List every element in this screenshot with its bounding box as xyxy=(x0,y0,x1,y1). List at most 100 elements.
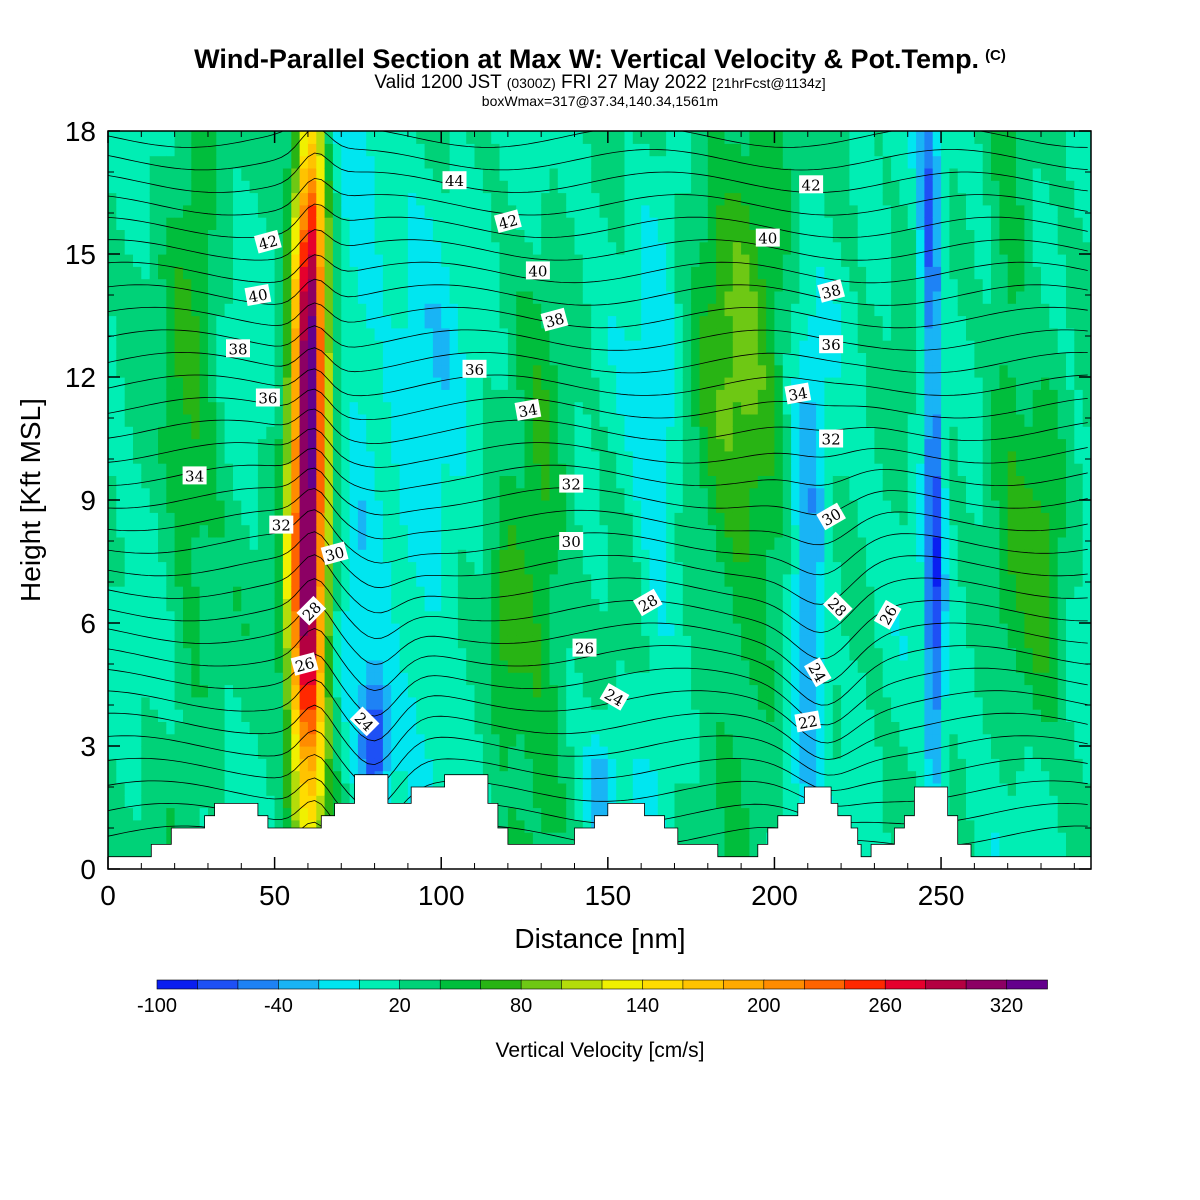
velocity-cell xyxy=(457,426,467,440)
velocity-cell xyxy=(166,795,176,809)
velocity-cell xyxy=(499,352,509,366)
velocity-cell xyxy=(307,217,317,230)
velocity-cell xyxy=(216,278,226,292)
velocity-cell xyxy=(682,709,692,722)
velocity-cell xyxy=(416,192,426,206)
velocity-cell xyxy=(549,413,559,427)
velocity-cell xyxy=(607,659,617,673)
velocity-cell xyxy=(216,623,226,636)
velocity-cell xyxy=(557,389,567,403)
velocity-cell xyxy=(349,536,359,550)
velocity-cell xyxy=(108,352,117,366)
velocity-cell xyxy=(491,266,501,280)
velocity-cell xyxy=(216,512,226,526)
velocity-cell xyxy=(682,561,692,575)
velocity-cell xyxy=(257,438,267,452)
velocity-cell xyxy=(732,475,742,489)
velocity-cell xyxy=(549,598,559,612)
velocity-cell xyxy=(299,475,309,489)
velocity-cell xyxy=(366,426,376,440)
velocity-cell xyxy=(382,241,392,255)
velocity-cell xyxy=(499,807,509,821)
velocity-cell xyxy=(291,721,301,735)
velocity-cell xyxy=(357,413,367,427)
velocity-cell xyxy=(499,413,509,427)
velocity-cell xyxy=(524,659,534,673)
velocity-cell xyxy=(524,536,534,550)
velocity-cell xyxy=(532,131,542,144)
velocity-cell xyxy=(691,659,700,673)
velocity-cell xyxy=(391,180,401,194)
velocity-cell xyxy=(482,438,492,452)
velocity-cell xyxy=(516,623,526,636)
velocity-cell xyxy=(257,364,267,378)
velocity-cell xyxy=(449,733,459,747)
velocity-cell xyxy=(549,266,559,280)
velocity-cell xyxy=(599,352,609,366)
velocity-cell xyxy=(158,241,167,255)
velocity-cell xyxy=(457,672,467,686)
velocity-cell xyxy=(432,561,442,575)
velocity-cell xyxy=(516,819,526,833)
velocity-cell xyxy=(299,684,309,698)
velocity-cell xyxy=(774,659,784,673)
velocity-cell xyxy=(266,143,276,157)
velocity-cell xyxy=(399,561,409,575)
velocity-cell xyxy=(449,241,459,255)
velocity-cell xyxy=(166,832,176,845)
velocity-cell xyxy=(724,143,734,157)
velocity-cell xyxy=(791,413,800,427)
velocity-cell xyxy=(691,364,700,378)
velocity-cell xyxy=(616,204,626,218)
velocity-cell xyxy=(674,487,684,501)
velocity-cell xyxy=(374,746,384,759)
velocity-cell xyxy=(424,647,434,661)
velocity-cell xyxy=(124,782,134,796)
velocity-cell xyxy=(124,463,134,476)
velocity-cell xyxy=(532,549,542,563)
velocity-cell xyxy=(757,192,767,206)
velocity-cell xyxy=(399,758,409,772)
velocity-cell xyxy=(282,167,292,181)
velocity-cell xyxy=(791,487,800,501)
velocity-cell xyxy=(591,413,601,427)
velocity-cell xyxy=(541,770,551,784)
velocity-cell xyxy=(557,598,567,612)
velocity-cell xyxy=(566,155,576,169)
velocity-cell xyxy=(374,709,384,722)
velocity-cell xyxy=(566,143,576,157)
velocity-cell xyxy=(332,352,342,366)
velocity-cell xyxy=(682,598,692,612)
velocity-cell xyxy=(682,795,692,809)
velocity-cell xyxy=(624,352,634,366)
velocity-cell xyxy=(641,573,651,587)
velocity-cell xyxy=(532,204,542,218)
velocity-cell xyxy=(757,475,767,489)
velocity-cell xyxy=(766,475,775,489)
velocity-cell xyxy=(582,487,592,501)
velocity-cell xyxy=(774,635,784,649)
velocity-cell xyxy=(716,647,725,661)
velocity-cell xyxy=(233,746,242,759)
velocity-cell xyxy=(399,782,409,796)
velocity-cell xyxy=(566,819,576,833)
velocity-cell xyxy=(632,659,642,673)
velocity-cell xyxy=(316,155,326,169)
velocity-cell xyxy=(466,647,476,661)
velocity-cell xyxy=(766,450,775,464)
velocity-cell xyxy=(141,672,151,686)
velocity-cell xyxy=(574,413,584,427)
velocity-cell xyxy=(741,807,750,821)
velocity-cell xyxy=(732,832,742,845)
velocity-cell xyxy=(724,586,734,599)
velocity-cell xyxy=(641,364,651,378)
velocity-cell xyxy=(782,586,792,599)
velocity-cell xyxy=(133,610,142,624)
velocity-cell xyxy=(208,512,217,526)
velocity-cell xyxy=(241,524,251,538)
velocity-cell xyxy=(299,758,309,772)
velocity-cell xyxy=(749,819,759,833)
velocity-cell xyxy=(449,500,459,513)
velocity-cell xyxy=(124,167,134,181)
velocity-cell xyxy=(724,192,734,206)
